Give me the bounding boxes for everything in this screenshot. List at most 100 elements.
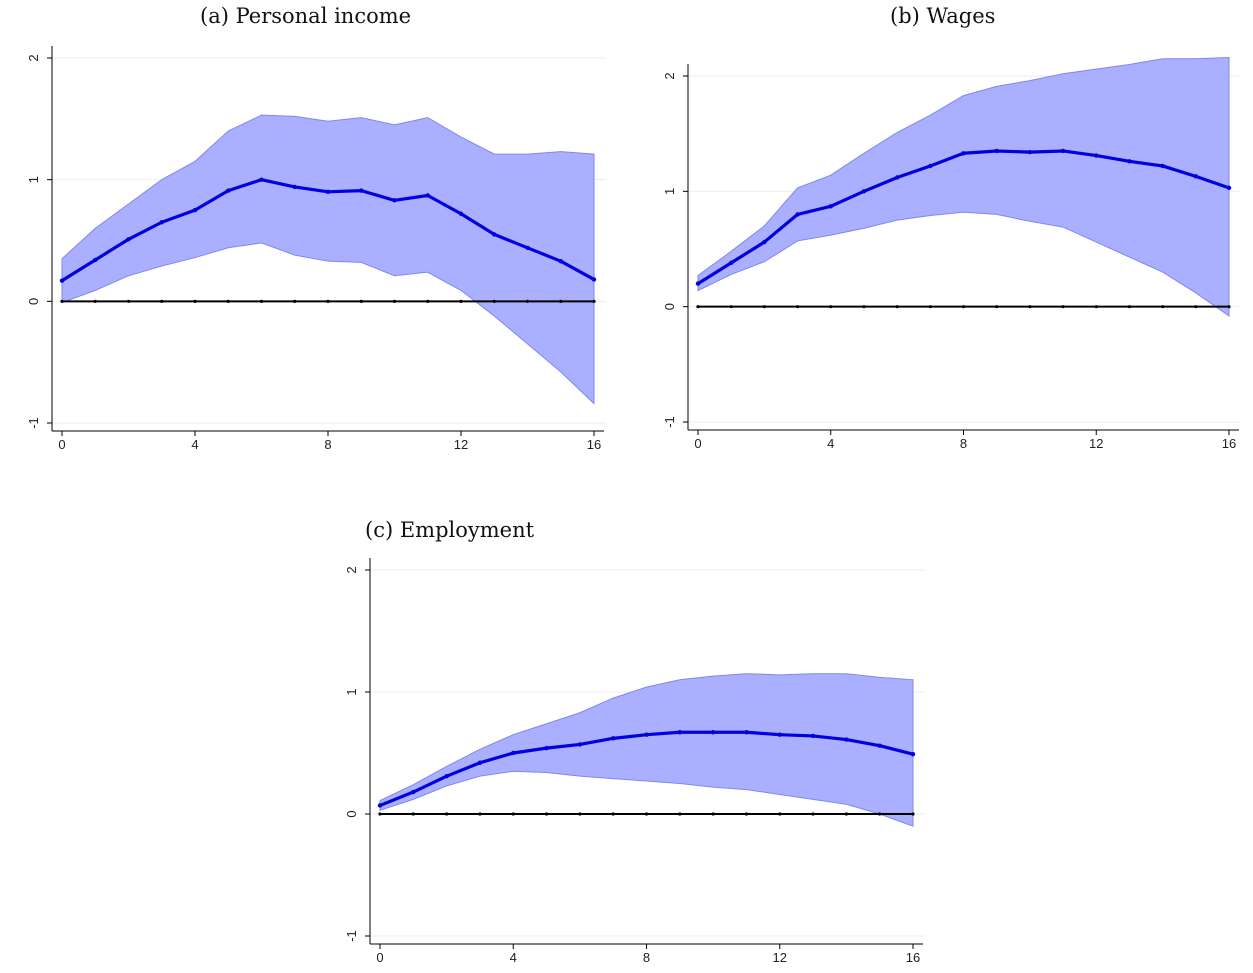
data-point — [861, 189, 867, 194]
data-point — [928, 163, 933, 169]
y-tick-label: 1 — [662, 188, 677, 195]
zero-marker — [611, 812, 615, 816]
zero-marker — [592, 299, 596, 303]
data-point — [411, 789, 416, 795]
zero-line-group — [60, 299, 596, 303]
zero-marker — [226, 299, 230, 303]
zero-marker — [811, 812, 815, 816]
x-tick-label: 16 — [587, 437, 601, 452]
data-point — [59, 278, 65, 283]
y-tick-label: 0 — [662, 303, 677, 310]
zero-marker — [193, 299, 197, 303]
y-tick-label: 1 — [344, 688, 359, 695]
y-tick-label: 2 — [26, 54, 41, 61]
zero-line-group — [696, 305, 1231, 309]
x-tick-label: 12 — [773, 950, 787, 965]
data-point — [810, 733, 816, 739]
data-point — [492, 232, 497, 237]
confidence-band — [379, 673, 914, 827]
zero-marker — [60, 299, 64, 303]
zero-marker — [928, 305, 932, 309]
zero-line-group — [378, 812, 915, 816]
zero-marker — [744, 812, 749, 816]
x-tick-label: 12 — [1089, 436, 1103, 451]
x-tick-label: 8 — [324, 437, 331, 452]
data-point — [544, 745, 549, 751]
data-point — [910, 752, 916, 757]
zero-marker — [778, 812, 782, 816]
x-tick-label: 8 — [960, 436, 967, 451]
x-tick-label: 0 — [58, 437, 65, 452]
y-tick-label: -1 — [26, 417, 41, 429]
zero-marker — [511, 812, 515, 816]
series-markers — [59, 177, 597, 283]
chart-title: (a) Personal income — [200, 4, 412, 28]
zero-marker — [795, 305, 800, 309]
zero-marker — [392, 299, 397, 303]
zero-marker — [578, 812, 582, 816]
zero-marker — [644, 812, 649, 816]
data-point — [511, 750, 516, 756]
data-point — [444, 773, 449, 779]
data-point — [377, 803, 383, 808]
zero-marker — [696, 305, 700, 309]
data-point — [728, 260, 734, 266]
zero-marker — [1094, 305, 1098, 309]
zero-marker — [895, 305, 899, 309]
zero-marker — [525, 299, 530, 303]
data-point — [259, 177, 264, 182]
data-point — [458, 211, 464, 216]
chart-personal-income: (a) Personal income -1 0 1 2 0 4 8 12 16 — [0, 0, 626, 485]
x-tick-label: 8 — [643, 950, 650, 965]
data-point — [1226, 185, 1232, 191]
chart-wages: (b) Wages -1 0 1 2 0 4 8 12 16 — [636, 0, 1253, 485]
zero-marker — [492, 299, 496, 303]
zero-marker — [862, 305, 866, 309]
data-point — [392, 198, 397, 203]
data-point — [844, 737, 849, 742]
data-point — [93, 257, 98, 263]
data-point — [192, 207, 198, 213]
zero-marker — [1227, 305, 1231, 309]
series-markers — [695, 148, 1232, 286]
data-point — [644, 732, 649, 737]
zero-marker — [293, 299, 297, 303]
zero-marker — [961, 305, 966, 309]
zero-marker — [1161, 305, 1165, 309]
y-tick-label: 2 — [344, 566, 359, 573]
data-point — [226, 188, 231, 193]
confidence-band — [697, 57, 1230, 317]
zero-marker — [1194, 305, 1198, 309]
chart-employment: (c) Employment -1 0 1 2 0 4 8 12 16 — [318, 512, 935, 973]
zero-marker — [160, 299, 164, 303]
zero-marker — [829, 305, 833, 309]
data-point — [695, 281, 701, 286]
data-point — [1094, 153, 1099, 158]
x-tick-label: 12 — [454, 437, 468, 452]
data-point — [1027, 149, 1033, 155]
data-point — [877, 743, 882, 748]
x-tick-label: 4 — [510, 950, 517, 965]
zero-marker — [445, 812, 449, 816]
data-point — [961, 151, 966, 156]
x-tick-label: 4 — [191, 437, 198, 452]
zero-marker — [1028, 305, 1032, 309]
zero-marker — [1127, 305, 1132, 309]
data-point — [525, 245, 530, 250]
data-point — [828, 204, 833, 209]
zero-marker — [326, 299, 330, 303]
y-tick-label: -1 — [344, 930, 359, 942]
zero-marker — [378, 812, 382, 816]
zero-marker — [911, 812, 915, 816]
zero-marker — [426, 299, 430, 303]
zero-marker — [126, 299, 131, 303]
confidence-band — [61, 114, 595, 405]
data-point — [591, 277, 597, 282]
data-point — [710, 730, 716, 735]
